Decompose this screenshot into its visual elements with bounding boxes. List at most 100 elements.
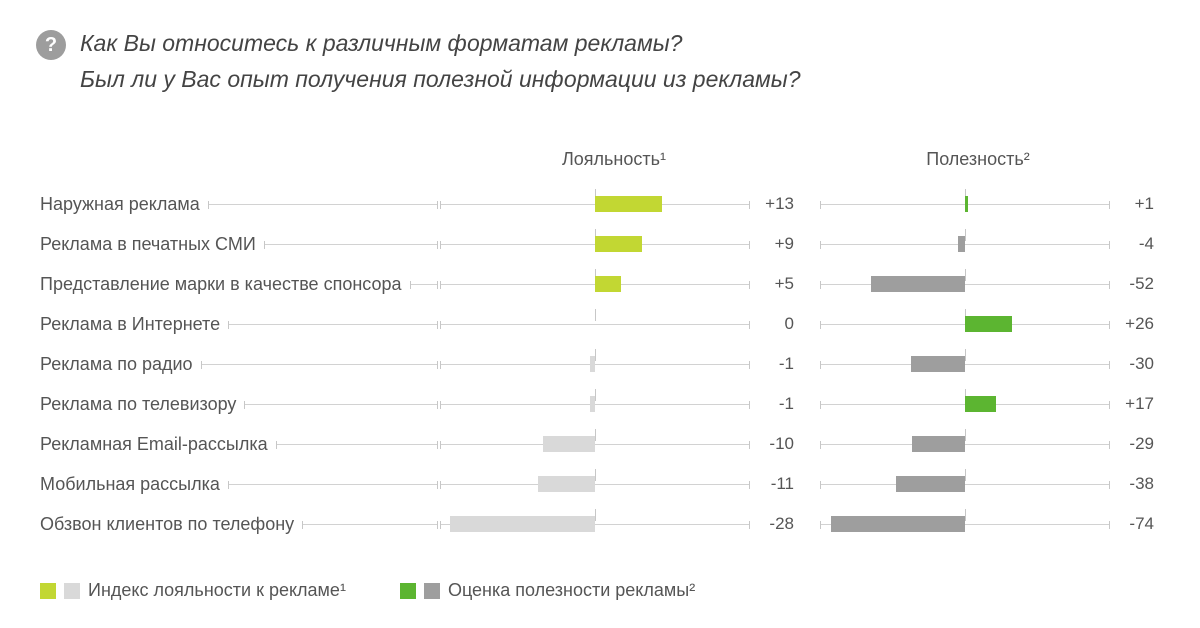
bar (595, 196, 662, 212)
bar (965, 396, 996, 412)
value-label: -1 (756, 354, 794, 374)
chart-header: ? Как Вы относитесь к различным форматам… (36, 26, 1164, 97)
metric-loyalty: +9 (440, 234, 794, 254)
row-label: Рекламная Email-рассылка (40, 434, 274, 455)
chart-row: Обзвон клиентов по телефону -28 -74 (40, 504, 1164, 544)
bar-track (440, 235, 750, 253)
value-label: -38 (1116, 474, 1154, 494)
bar-track (820, 475, 1110, 493)
metric-usefulness: -52 (820, 274, 1154, 294)
metric-usefulness: +1 (820, 194, 1154, 214)
bar (450, 516, 595, 532)
metric-usefulness: -29 (820, 434, 1154, 454)
value-label: +1 (1116, 194, 1154, 214)
question-icon: ? (36, 30, 66, 60)
row-label: Мобильная рассылка (40, 474, 226, 495)
value-label: -11 (756, 474, 794, 494)
metric-loyalty: 0 (440, 314, 794, 334)
chart-row: Реклама по телевизору -1 +17 (40, 384, 1164, 424)
bar-track (440, 395, 750, 413)
metric-usefulness: -4 (820, 234, 1154, 254)
diverging-bar-chart: Лояльность¹ Полезность² Наружная реклама +1… (40, 149, 1164, 544)
bar-track (820, 395, 1110, 413)
bar (831, 516, 965, 532)
metric-usefulness: -74 (820, 514, 1154, 534)
chart-row: Наружная реклама+13+1 (40, 184, 1164, 224)
value-label: +26 (1116, 314, 1154, 334)
value-label: -4 (1116, 234, 1154, 254)
bar (871, 276, 965, 292)
value-label: +17 (1116, 394, 1154, 414)
leader-line (276, 444, 438, 445)
leader-line (201, 364, 438, 365)
row-label: Реклама по телевизору (40, 394, 242, 415)
bar (896, 476, 965, 492)
legend: Индекс лояльности к рекламе¹ Оценка поле… (40, 580, 1164, 601)
legend-swatch (424, 583, 440, 599)
legend-item-usefulness: Оценка полезности рекламы² (400, 580, 695, 601)
metric-loyalty: -10 (440, 434, 794, 454)
leader-line (410, 284, 438, 285)
row-label: Наружная реклама (40, 194, 206, 215)
title-line-1: Как Вы относитесь к различным форматам р… (80, 26, 800, 62)
row-label: Представление марки в качестве спонсора (40, 274, 408, 295)
legend-swatch (400, 583, 416, 599)
legend-label: Индекс лояльности к рекламе¹ (88, 580, 346, 601)
bar-track (440, 275, 750, 293)
column-headers: Лояльность¹ Полезность² (40, 149, 1164, 170)
bar (538, 476, 595, 492)
bar (965, 196, 968, 212)
value-label: -52 (1116, 274, 1154, 294)
leader-line (244, 404, 438, 405)
bar (595, 276, 621, 292)
chart-row: Рекламная Email-рассылка -10 -29 (40, 424, 1164, 464)
metric-loyalty: -1 (440, 354, 794, 374)
leader-line (208, 204, 438, 205)
bar (590, 396, 595, 412)
value-label: -28 (756, 514, 794, 534)
bar (912, 436, 965, 452)
row-label: Реклама по радио (40, 354, 199, 375)
bar (590, 356, 595, 372)
bar-track (820, 195, 1110, 213)
bar-track (820, 435, 1110, 453)
value-label: -29 (1116, 434, 1154, 454)
metric-loyalty: -1 (440, 394, 794, 414)
bar (911, 356, 965, 372)
bar (958, 236, 965, 252)
metric-usefulness: -38 (820, 474, 1154, 494)
bar-track (440, 475, 750, 493)
metric-loyalty: -11 (440, 474, 794, 494)
value-label: -1 (756, 394, 794, 414)
metric-usefulness: +17 (820, 394, 1154, 414)
legend-label: Оценка полезности рекламы² (448, 580, 695, 601)
value-label: -10 (756, 434, 794, 454)
chart-row: Реклама по радио -1 -30 (40, 344, 1164, 384)
column-header: Лояльность¹ (440, 149, 788, 170)
column-header: Полезность² (814, 149, 1142, 170)
value-label: +9 (756, 234, 794, 254)
row-label: Обзвон клиентов по телефону (40, 514, 300, 535)
bar-track (820, 275, 1110, 293)
chart-row: Мобильная рассылка -11 -38 (40, 464, 1164, 504)
bar-track (440, 355, 750, 373)
bar-track (440, 315, 750, 333)
chart-row: Представление марки в качестве спонсора +… (40, 264, 1164, 304)
bar (595, 236, 642, 252)
metric-usefulness: -30 (820, 354, 1154, 374)
metric-loyalty: -28 (440, 514, 794, 534)
chart-row: Реклама в Интернете 0 +26 (40, 304, 1164, 344)
bar-track (440, 515, 750, 533)
bar (543, 436, 595, 452)
metric-loyalty: +5 (440, 274, 794, 294)
leader-line (302, 524, 438, 525)
bar-track (440, 435, 750, 453)
bar-track (820, 315, 1110, 333)
bar-track (820, 235, 1110, 253)
metric-usefulness: +26 (820, 314, 1154, 334)
bar (965, 316, 1012, 332)
chart-row: Реклама в печатных СМИ+9-4 (40, 224, 1164, 264)
legend-swatch (40, 583, 56, 599)
row-label: Реклама в Интернете (40, 314, 226, 335)
chart-title: Как Вы относитесь к различным форматам р… (80, 26, 800, 97)
